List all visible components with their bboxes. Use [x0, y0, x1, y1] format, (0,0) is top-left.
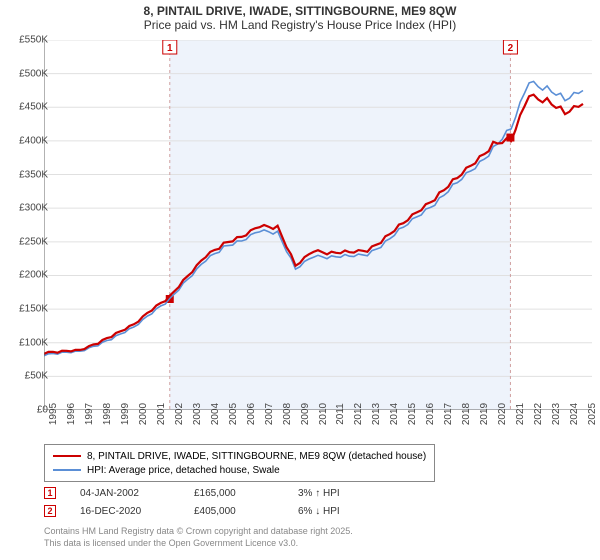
x-tick-label: 1996 [66, 403, 77, 425]
legend-row-hpi: HPI: Average price, detached house, Swal… [53, 463, 426, 477]
marker-badge-1: 1 [44, 487, 56, 499]
x-tick-label: 2012 [353, 403, 364, 425]
x-tick-label: 2013 [371, 403, 382, 425]
x-tick-label: 2001 [156, 403, 167, 425]
marker-badge-2: 2 [44, 505, 56, 517]
y-tick-label: £150K [8, 304, 48, 315]
x-tick-label: 2015 [407, 403, 418, 425]
y-tick-label: £50K [8, 371, 48, 382]
title-line2: Price paid vs. HM Land Registry's House … [0, 18, 600, 32]
y-tick-label: £550K [8, 35, 48, 46]
footer-line2: This data is licensed under the Open Gov… [44, 538, 353, 550]
x-tick-label: 2016 [425, 403, 436, 425]
transaction-row-2: 2 16-DEC-2020 £405,000 6% ↓ HPI [44, 502, 340, 520]
transaction-row-1: 1 04-JAN-2002 £165,000 3% ↑ HPI [44, 484, 340, 502]
footer-line1: Contains HM Land Registry data © Crown c… [44, 526, 353, 538]
x-tick-label: 1995 [48, 403, 59, 425]
svg-text:1: 1 [167, 43, 173, 54]
chart-container: 8, PINTAIL DRIVE, IWADE, SITTINGBOURNE, … [0, 0, 600, 560]
x-tick-label: 2018 [461, 403, 472, 425]
x-tick-label: 2019 [479, 403, 490, 425]
x-tick-label: 2007 [264, 403, 275, 425]
legend-swatch-price-paid [53, 455, 81, 457]
x-tick-label: 2023 [551, 403, 562, 425]
x-tick-label: 1998 [102, 403, 113, 425]
transaction-date-2: 16-DEC-2020 [80, 506, 170, 517]
legend-label-hpi: HPI: Average price, detached house, Swal… [87, 465, 280, 476]
x-tick-label: 2020 [497, 403, 508, 425]
transaction-delta-2: 6% ↓ HPI [298, 506, 340, 517]
legend-swatch-hpi [53, 469, 81, 471]
y-tick-label: £500K [8, 68, 48, 79]
legend-label-price-paid: 8, PINTAIL DRIVE, IWADE, SITTINGBOURNE, … [87, 451, 426, 462]
x-tick-label: 2000 [138, 403, 149, 425]
x-tick-label: 2024 [569, 403, 580, 425]
x-tick-label: 2009 [300, 403, 311, 425]
transaction-price-2: £405,000 [194, 506, 274, 517]
x-tick-label: 2008 [282, 403, 293, 425]
transaction-price-1: £165,000 [194, 488, 274, 499]
y-tick-label: £300K [8, 203, 48, 214]
transaction-table: 1 04-JAN-2002 £165,000 3% ↑ HPI 2 16-DEC… [44, 484, 340, 520]
y-tick-label: £350K [8, 169, 48, 180]
y-tick-label: £200K [8, 270, 48, 281]
legend-box: 8, PINTAIL DRIVE, IWADE, SITTINGBOURNE, … [44, 444, 435, 482]
legend-row-price-paid: 8, PINTAIL DRIVE, IWADE, SITTINGBOURNE, … [53, 449, 426, 463]
x-tick-label: 2010 [318, 403, 329, 425]
plot-svg: 12 [44, 40, 592, 410]
x-tick-label: 2005 [228, 403, 239, 425]
y-tick-label: £250K [8, 236, 48, 247]
transaction-date-1: 04-JAN-2002 [80, 488, 170, 499]
y-tick-label: £400K [8, 135, 48, 146]
x-tick-label: 1999 [120, 403, 131, 425]
x-tick-label: 2003 [192, 403, 203, 425]
title-block: 8, PINTAIL DRIVE, IWADE, SITTINGBOURNE, … [0, 0, 600, 34]
x-tick-label: 2011 [335, 403, 346, 425]
svg-text:2: 2 [508, 43, 514, 54]
x-tick-label: 2002 [174, 403, 185, 425]
x-tick-label: 1997 [84, 403, 95, 425]
x-tick-label: 2021 [515, 403, 526, 425]
x-tick-label: 2025 [587, 403, 598, 425]
transaction-delta-1: 3% ↑ HPI [298, 488, 340, 499]
y-tick-label: £450K [8, 102, 48, 113]
x-tick-label: 2022 [533, 403, 544, 425]
x-tick-label: 2006 [246, 403, 257, 425]
footer: Contains HM Land Registry data © Crown c… [44, 526, 353, 549]
title-line1: 8, PINTAIL DRIVE, IWADE, SITTINGBOURNE, … [0, 4, 600, 18]
x-tick-label: 2017 [443, 403, 454, 425]
x-tick-label: 2004 [210, 403, 221, 425]
y-tick-label: £0 [8, 405, 48, 416]
x-tick-label: 2014 [389, 403, 400, 425]
plot-area: 12 [44, 40, 592, 410]
y-tick-label: £100K [8, 337, 48, 348]
